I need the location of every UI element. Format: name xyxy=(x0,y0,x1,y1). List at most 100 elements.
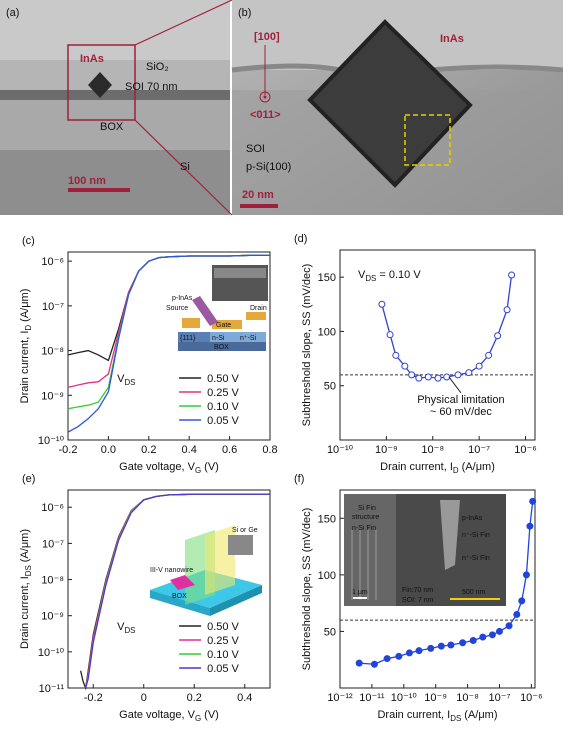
data-point xyxy=(460,640,466,646)
x-axis-label-part: (V) xyxy=(201,461,219,473)
image-label: InAs xyxy=(440,33,464,45)
inset-label: n-Si xyxy=(212,335,225,342)
x-tick-label: 0.6 xyxy=(222,444,237,456)
y-tick-label: 10⁻⁸ xyxy=(41,575,64,587)
inset-label: 500 nm xyxy=(462,589,486,596)
y-tick-label: 150 xyxy=(318,513,336,525)
y-axis-label-part: DS xyxy=(24,565,33,576)
series-line xyxy=(382,275,512,378)
legend-label: 0.50 V xyxy=(207,373,239,385)
scale-bar-label: 20 nm xyxy=(242,189,274,201)
data-point xyxy=(527,523,533,529)
data-point xyxy=(438,643,444,649)
data-point xyxy=(384,656,390,662)
image-label: SiO₂ xyxy=(146,61,169,73)
data-point xyxy=(489,632,495,638)
data-point xyxy=(495,333,501,339)
data-point xyxy=(496,628,502,634)
inset-f: Si Fin structure n-Si Fin 1 μm p-InAs n⁻… xyxy=(344,494,506,606)
data-point xyxy=(416,375,422,381)
data-point xyxy=(448,642,454,648)
y-axis-label: Subthreshold slope, SS (mV/dec) xyxy=(301,508,313,671)
y-tick-label: 10⁻⁸ xyxy=(41,346,64,358)
inset-label: 1 μm xyxy=(352,589,368,596)
x-tick-label: 0.4 xyxy=(237,692,252,704)
y-axis-label-part: Subthreshold slope, SS (mV/dec) xyxy=(301,264,313,427)
y-tick-label: 10⁻⁹ xyxy=(41,611,64,623)
x-tick-label: 0.2 xyxy=(141,444,156,456)
x-tick-label: 10⁻⁶ xyxy=(520,692,543,704)
legend-label: 0.25 V xyxy=(207,635,239,647)
panel-label: (a) xyxy=(6,7,19,19)
y-tick-label: 10⁻⁹ xyxy=(41,390,64,402)
legend-label: 0.10 V xyxy=(207,649,239,661)
legend-label: 0.25 V xyxy=(207,387,239,399)
x-tick-label: 10⁻⁹ xyxy=(424,692,447,704)
inset-label: n⁺-Si xyxy=(240,335,257,342)
data-point xyxy=(470,637,476,643)
annotation: Physical limitation xyxy=(417,394,504,406)
y-tick-label: 10⁻¹¹ xyxy=(39,683,65,695)
data-point xyxy=(455,372,461,378)
inset-e: Si or Ge III-V nanowire BOX xyxy=(150,525,262,616)
y-tick-label: 50 xyxy=(324,626,336,638)
inset-label: SOI: 7 nm xyxy=(402,597,434,604)
legend-label: 0.50 V xyxy=(207,621,239,633)
panel-label: (f) xyxy=(294,473,304,485)
panel-label: (e) xyxy=(22,473,35,485)
y-axis-label-part: (A/μm) xyxy=(19,529,31,565)
legend-label: 0.05 V xyxy=(207,663,239,675)
y-tick-label: 10⁻⁷ xyxy=(42,538,64,550)
x-tick-label: 10⁻¹¹ xyxy=(359,692,385,704)
x-tick-label: 10⁻¹² xyxy=(327,692,353,704)
legend-label: 0.05 V xyxy=(207,415,239,427)
y-tick-label: 10⁻¹⁰ xyxy=(38,435,65,447)
legend-title: VDS xyxy=(117,373,135,387)
inset-label: n⁻-Si Fin xyxy=(462,532,490,539)
panel-label: (d) xyxy=(294,233,307,245)
x-axis-label-part: (A/μm) xyxy=(459,461,495,473)
data-point xyxy=(425,374,431,380)
x-tick-label: 0.2 xyxy=(187,692,202,704)
inset-label: Gate xyxy=(216,322,231,329)
y-tick-label: 10⁻¹⁰ xyxy=(38,647,65,659)
inset-label: Drain xyxy=(250,305,267,312)
y-tick-label: 100 xyxy=(318,326,336,338)
y-tick-label: 10⁻⁶ xyxy=(41,256,64,268)
inset-label: n-Si Fin xyxy=(352,525,376,532)
y-tick-label: 150 xyxy=(318,272,336,284)
legend-title: VDS xyxy=(117,621,135,635)
annotation: ~ 60 mV/dec xyxy=(430,406,493,418)
y-axis-label: Drain current, IDS (A/μm) xyxy=(19,529,33,649)
x-tick-label: -0.2 xyxy=(84,692,103,704)
data-point xyxy=(506,623,512,629)
image-label: <011> xyxy=(250,109,281,121)
x-axis-label-part: Drain current, I xyxy=(377,709,450,721)
inset-label: p-InAs xyxy=(172,295,193,302)
x-tick-label: 0.8 xyxy=(262,444,277,456)
y-axis-label-part: Subthreshold slope, SS (mV/dec) xyxy=(301,508,313,671)
data-point xyxy=(428,645,434,651)
x-tick-label: 10⁻¹⁰ xyxy=(327,444,354,456)
y-tick-label: 10⁻⁶ xyxy=(41,502,64,514)
image-label: SOI 70 nm xyxy=(125,81,178,93)
inset-label: BOX xyxy=(214,344,229,351)
image-label: Si xyxy=(180,161,190,173)
data-point xyxy=(486,352,492,358)
data-point xyxy=(371,661,377,667)
figure: (a) InAs SiO₂ SOI 70 nm BOX Si 100 nm (b… xyxy=(0,0,563,730)
tem-image-b: (b) InAs [100] <011> SOI p-Si(100) 20 nm xyxy=(232,0,563,215)
x-tick-label: 10⁻⁸ xyxy=(456,692,479,704)
inset-label: p-InAs xyxy=(462,515,483,522)
x-axis-label-part: (V) xyxy=(201,709,219,721)
x-tick-label: 10⁻⁶ xyxy=(514,444,537,456)
data-point xyxy=(480,634,486,640)
data-point xyxy=(509,272,515,278)
x-tick-label: 0.0 xyxy=(101,444,116,456)
data-point xyxy=(396,653,402,659)
y-axis-label-part: Drain current, I xyxy=(19,331,31,404)
x-axis-label-part: Drain current, I xyxy=(380,461,453,473)
y-tick-label: 10⁻⁷ xyxy=(42,301,64,313)
y-axis-label-part: Drain current, I xyxy=(19,576,31,649)
y-axis-label-part: (A/μm) xyxy=(19,289,31,325)
